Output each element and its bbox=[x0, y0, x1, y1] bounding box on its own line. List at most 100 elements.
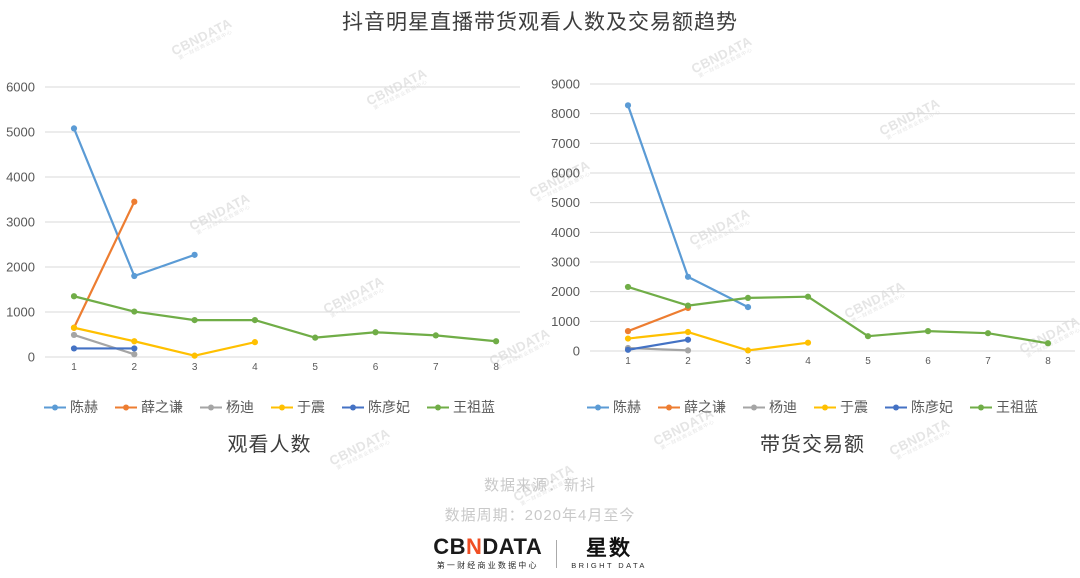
data-point bbox=[684, 273, 692, 280]
legend-marker-icon bbox=[587, 404, 609, 410]
data-point bbox=[251, 317, 258, 324]
series-line bbox=[626, 338, 690, 351]
data-point bbox=[131, 272, 138, 280]
legend-marker-icon bbox=[427, 404, 449, 410]
data-point bbox=[312, 334, 319, 341]
legend-marker-icon bbox=[271, 404, 293, 410]
x-axis-label: 1 bbox=[71, 362, 77, 373]
data-point bbox=[70, 324, 78, 331]
legend-item: 杨迪 bbox=[200, 397, 254, 417]
legend-label: 于震 bbox=[840, 399, 868, 415]
data-point bbox=[372, 329, 379, 336]
legend-label: 杨迪 bbox=[226, 399, 254, 415]
y-axis-label: 3000 bbox=[551, 255, 580, 270]
y-axis-label: 5000 bbox=[6, 125, 35, 140]
legend-item: 陈彦妃 bbox=[342, 397, 410, 417]
y-axis-label: 9000 bbox=[551, 77, 580, 92]
data-point bbox=[624, 283, 632, 291]
data-point bbox=[131, 308, 138, 315]
data-point bbox=[70, 293, 78, 300]
legend-item: 陈赫 bbox=[587, 397, 641, 417]
data-point bbox=[924, 328, 932, 335]
data-point bbox=[191, 317, 198, 324]
data-period-note: 数据周期：2020年4月至今 bbox=[444, 507, 636, 524]
legend-item: 薛之谦 bbox=[115, 397, 183, 417]
data-point bbox=[131, 198, 138, 205]
data-point bbox=[684, 347, 692, 354]
x-axis-label: 6 bbox=[925, 356, 931, 367]
page-title: 抖音明星直播带货观看人数及交易额趋势 bbox=[342, 11, 738, 34]
data-point bbox=[624, 328, 632, 335]
y-axis-label: 6000 bbox=[551, 166, 580, 181]
legend-item: 王祖蓝 bbox=[970, 397, 1038, 417]
legend-label: 杨迪 bbox=[769, 399, 797, 415]
data-point bbox=[744, 294, 752, 301]
data-point bbox=[191, 352, 198, 359]
bright-data-subtitle: BRIGHT DATA bbox=[571, 560, 647, 570]
legend-label: 陈彦妃 bbox=[368, 399, 410, 415]
data-point bbox=[684, 336, 692, 343]
legend-marker-icon bbox=[743, 404, 765, 410]
viewers-chart-subtitle: 观看人数 bbox=[227, 434, 312, 456]
viewers-line-chart: 0 1000 2000 3000 4000 5000 6000 1 2 3 4 5 6 7 8 bbox=[6, 80, 520, 373]
x-axis-label: 2 bbox=[685, 356, 691, 367]
data-point bbox=[493, 338, 500, 345]
legend-marker-icon bbox=[115, 404, 137, 410]
x-axis-label: 5 bbox=[865, 356, 871, 367]
data-point bbox=[624, 335, 632, 342]
series-line bbox=[626, 306, 690, 333]
data-point bbox=[251, 339, 258, 346]
viewers-legend: 陈赫 薛之谦 杨迪 于震 陈彦妃 王祖蓝 bbox=[12, 397, 527, 417]
x-axis-label: 7 bbox=[985, 356, 991, 367]
data-point bbox=[624, 102, 632, 109]
legend-marker-icon bbox=[814, 404, 836, 410]
legend-item: 杨迪 bbox=[743, 397, 797, 417]
y-axis-label: 0 bbox=[28, 350, 35, 365]
bright-data-logo: 星数 BRIGHT DATA bbox=[571, 538, 647, 570]
cbndata-logo: CBNDATA 第一财经商业数据中心 bbox=[433, 536, 542, 571]
data-point bbox=[70, 345, 78, 352]
data-source-note: 数据来源：新抖 bbox=[483, 477, 596, 494]
x-axis-label: 8 bbox=[1045, 356, 1051, 367]
legend-marker-icon bbox=[970, 404, 992, 410]
legend-label: 陈彦妃 bbox=[911, 399, 953, 415]
data-point bbox=[804, 293, 812, 300]
x-axis-label: 2 bbox=[132, 362, 138, 373]
data-point bbox=[984, 330, 992, 337]
series-line bbox=[72, 333, 136, 356]
legend-item: 薛之谦 bbox=[658, 397, 726, 417]
legend-label: 王祖蓝 bbox=[996, 399, 1038, 415]
x-axis-label: 3 bbox=[745, 356, 751, 367]
x-axis-label: 4 bbox=[252, 362, 258, 373]
legend-item: 于震 bbox=[271, 397, 325, 417]
legend-label: 陈赫 bbox=[613, 399, 641, 415]
x-axis-label: 6 bbox=[373, 362, 379, 373]
x-axis-label: 1 bbox=[625, 356, 631, 367]
legend-item: 于震 bbox=[814, 397, 868, 417]
data-point bbox=[624, 346, 632, 353]
legend-label: 陈赫 bbox=[70, 399, 98, 415]
x-axis-label: 3 bbox=[192, 362, 198, 373]
data-point bbox=[191, 251, 198, 258]
legend-label: 薛之谦 bbox=[684, 399, 726, 415]
legend-item: 王祖蓝 bbox=[427, 397, 495, 417]
series-line bbox=[626, 330, 810, 352]
legend-marker-icon bbox=[200, 404, 222, 410]
data-point bbox=[1044, 340, 1052, 347]
logo-divider bbox=[556, 539, 558, 568]
x-axis-label: 7 bbox=[433, 362, 439, 373]
y-axis-label: 4000 bbox=[551, 225, 580, 240]
x-axis-label: 4 bbox=[805, 356, 811, 367]
cbndata-orange-n: N bbox=[465, 534, 483, 559]
x-axis-label: 8 bbox=[493, 362, 499, 373]
data-point bbox=[684, 328, 692, 336]
y-axis-label: 1000 bbox=[6, 305, 35, 320]
data-point bbox=[131, 351, 138, 358]
legend-item: 陈彦妃 bbox=[885, 397, 953, 417]
series-line bbox=[72, 295, 498, 343]
y-axis-label: 3000 bbox=[6, 215, 35, 230]
series-line bbox=[626, 285, 1050, 345]
bright-data-wordmark: 星数 bbox=[586, 536, 632, 560]
y-axis-label: 7000 bbox=[551, 136, 580, 151]
